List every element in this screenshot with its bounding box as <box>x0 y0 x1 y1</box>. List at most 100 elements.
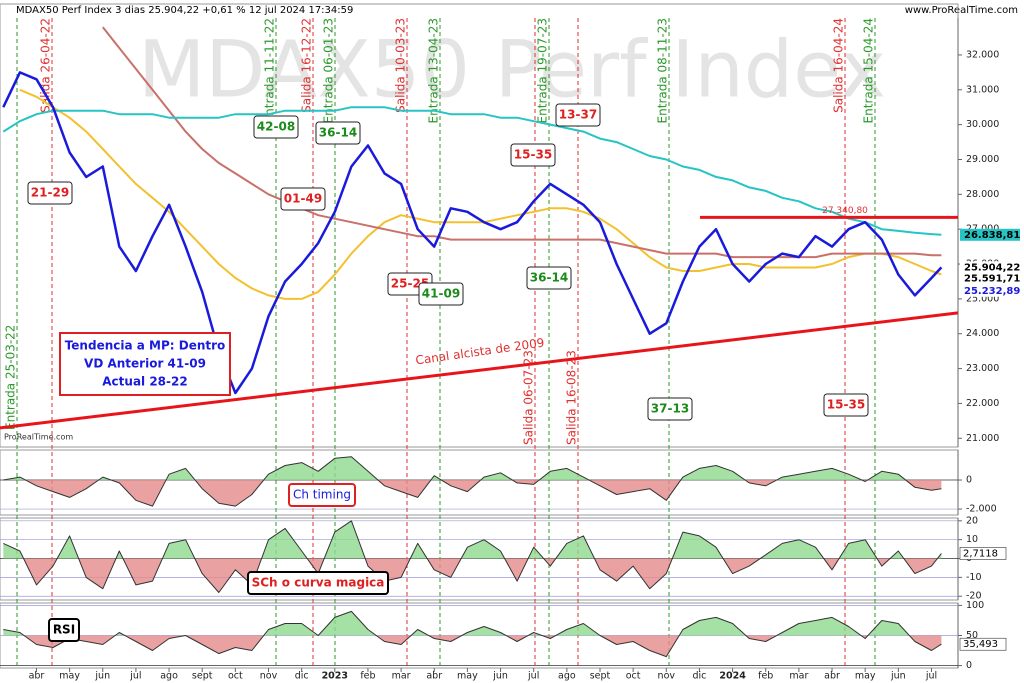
signal-box-label: 37-13 <box>651 402 689 416</box>
signal-box <box>253 115 299 139</box>
signal-box-label: 36-14 <box>530 271 568 285</box>
y-tick-label: 31.000 <box>966 84 999 95</box>
x-tick-label: nov <box>658 671 676 682</box>
price-label: 25.904,22 <box>964 262 1020 273</box>
y-tick-label: 32.000 <box>966 49 999 60</box>
area-fill-down <box>25 480 942 507</box>
y-tick-label: 28.000 <box>966 189 999 200</box>
signal-label: Entrada 19-07-23 <box>536 18 550 123</box>
signal-label: Salida 16-12-22 <box>300 18 314 113</box>
signal-box <box>647 397 693 421</box>
watermark: MDAX50 Perf Index <box>138 25 886 115</box>
price-label-bg <box>960 284 1020 297</box>
x-tick-label: 2023 <box>322 671 348 682</box>
y-tick-label: 21.000 <box>966 433 999 444</box>
y-tick-label: 50 <box>966 630 978 641</box>
signal-label: Entrada 25-03-22 <box>4 325 18 430</box>
last-value: 2,7118 <box>963 548 998 559</box>
y-tick-label: 22.000 <box>966 398 999 409</box>
x-tick-label: feb <box>360 671 375 682</box>
last-value-bg <box>959 637 1007 651</box>
area-fill-up <box>3 456 942 481</box>
y-tick-label: 100 <box>966 600 984 611</box>
signal-box <box>280 187 326 211</box>
signal-label: Entrada 15-04-24 <box>862 18 876 123</box>
pane-label: Ch timing <box>293 488 351 502</box>
last-value-bg <box>959 547 1007 560</box>
pane-label: RSI <box>53 623 75 637</box>
x-tick-label: abr <box>426 671 442 682</box>
y-tick-label: 10 <box>966 534 978 545</box>
signal-label: Salida 10-03-23 <box>394 18 408 113</box>
price-label-bg <box>960 228 1020 241</box>
x-tick-label: dic <box>295 671 309 682</box>
series-line <box>2 106 942 236</box>
area-fill-down <box>3 635 942 657</box>
x-tick-label: oct <box>626 671 641 682</box>
signal-box <box>27 181 73 205</box>
trend-line: Actual 28-22 <box>102 375 187 389</box>
y-tick-label: 23.000 <box>966 363 999 374</box>
x-tick-label: may <box>855 671 876 682</box>
y-tick-label: -10 <box>966 572 982 583</box>
x-tick-label: feb <box>758 671 773 682</box>
signal-label: Entrada 11-11-22 <box>263 18 277 123</box>
signal-label: Entrada 08-11-23 <box>656 18 670 123</box>
signal-box-label: 41-09 <box>422 287 460 301</box>
last-value: 35,493 <box>963 639 998 650</box>
y-tick-label: 0 <box>966 475 972 486</box>
x-tick-label: jun <box>492 671 508 682</box>
signal-box <box>526 266 572 290</box>
price-label: 26.838,81 <box>964 230 1020 241</box>
price-label: 25.591,71 <box>964 273 1020 284</box>
x-tick-label: jul <box>925 671 937 682</box>
signal-box <box>315 121 361 145</box>
x-tick-label: dic <box>692 671 706 682</box>
x-tick-label: may <box>457 671 478 682</box>
series-line <box>3 610 942 658</box>
area-fill-up <box>3 611 942 636</box>
resistance-label: 27.340,80 <box>822 206 868 216</box>
signal-box-label: 42-08 <box>257 120 295 134</box>
x-tick-label: mar <box>392 671 411 682</box>
signal-box <box>823 393 869 417</box>
signal-box-label: 15-35 <box>827 398 865 412</box>
y-tick-label: -20 <box>966 591 982 602</box>
y-tick-label: 24.000 <box>966 328 999 339</box>
trend-line: Tendencia a MP: Dentro <box>65 339 226 353</box>
y-tick-label: 30.000 <box>966 119 999 130</box>
x-tick-label: sept <box>590 671 611 682</box>
x-tick-label: 2024 <box>719 671 746 682</box>
series-line <box>102 26 942 259</box>
header-title: MDAX50 Perf Index 3 dias 25.904,22 +0,61… <box>16 5 353 16</box>
x-tick-label: mar <box>789 671 808 682</box>
price-label-bg <box>960 261 1020 274</box>
y-tick-label: 29.000 <box>966 154 999 165</box>
price-label-bg <box>960 272 1020 285</box>
x-tick-label: jul <box>527 671 539 682</box>
signal-label: Salida 16-08-23 <box>565 350 579 445</box>
x-tick-label: ago <box>558 671 576 682</box>
x-tick-label: sept <box>192 671 213 682</box>
signal-label: Salida 06-07-23 <box>522 350 536 445</box>
support-line <box>0 311 959 430</box>
signal-box-label: 36-14 <box>319 126 357 140</box>
signal-label: Entrada 06-01-23 <box>322 18 336 123</box>
signal-label: Salida 16-04-24 <box>832 18 846 113</box>
series-line <box>2 71 943 395</box>
signal-box-label: 13-37 <box>559 108 597 122</box>
trend-box <box>59 332 231 396</box>
pane-label-box <box>288 483 356 507</box>
signal-box-label: 15-35 <box>514 148 552 162</box>
y-tick-label: 20 <box>966 515 978 526</box>
y-tick-label: 0 <box>966 660 972 671</box>
credit: ProRealTime.com <box>4 433 73 442</box>
series-line <box>3 520 942 593</box>
area-fill-up <box>3 520 942 559</box>
signal-label: Entrada 13-04-23 <box>427 18 441 123</box>
series-line <box>3 456 942 507</box>
signal-box <box>510 143 556 167</box>
y-tick-label: 25.000 <box>966 293 999 304</box>
x-tick-label: oct <box>228 671 243 682</box>
